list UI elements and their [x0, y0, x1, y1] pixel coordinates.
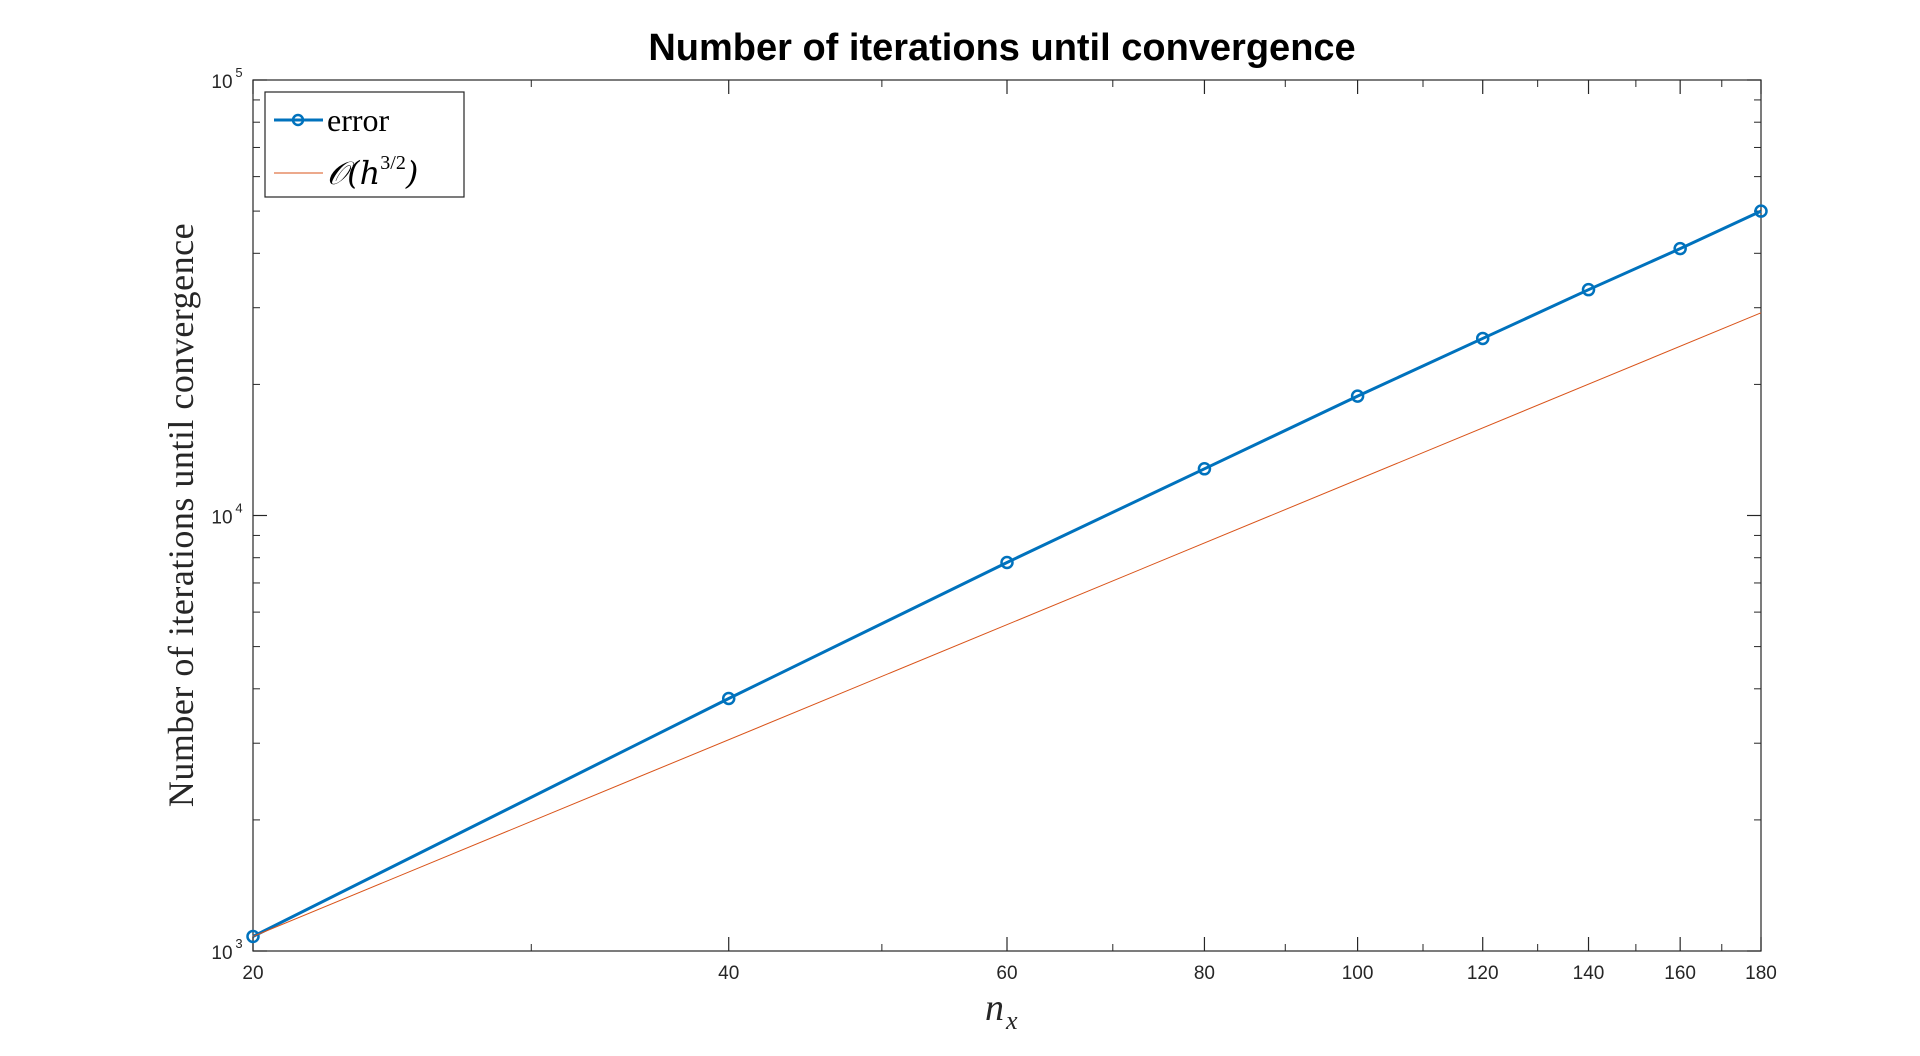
legend-label-order-suffix: ): [405, 154, 418, 192]
x-axis-label: n x: [985, 987, 1018, 1035]
x-tick-label: 20: [242, 963, 263, 984]
y-tick-exponent: 4: [235, 501, 242, 516]
series-line-order: [252, 312, 1762, 937]
x-axis-label-subscript: x: [1005, 1006, 1018, 1035]
x-tick-label: 120: [1467, 963, 1499, 984]
data-point-error: [1475, 331, 1490, 346]
x-axis-label-main: n: [985, 987, 1004, 1029]
y-tick-label: 10: [211, 72, 232, 93]
x-tick-label: 60: [996, 963, 1017, 984]
y-tick-exponent: 5: [235, 65, 242, 80]
x-tick-label: 140: [1573, 963, 1605, 984]
y-tick-exponent: 3: [235, 936, 242, 951]
plot-area: [252, 79, 1762, 952]
series-layer: [246, 204, 1768, 944]
data-point-error: [721, 691, 736, 706]
legend-label-error: error: [327, 102, 390, 138]
data-point-error: [1581, 282, 1596, 297]
x-tick-label: 80: [1194, 963, 1215, 984]
data-point-error: [1673, 241, 1687, 256]
chart-title: Number of iterations until convergence: [648, 27, 1355, 69]
y-tick-label: 10: [211, 508, 232, 529]
legend: error 𝒪(h3/2): [264, 91, 465, 198]
legend-label-order-superscript: 3/2: [380, 152, 406, 174]
data-point-error: [1197, 462, 1212, 476]
legend-box: [264, 91, 465, 198]
data-point-error: [1350, 389, 1365, 403]
y-axis-label: Number of iterations until convergence: [161, 223, 201, 807]
x-tick-label: 160: [1664, 963, 1696, 984]
x-tick-label: 180: [1745, 963, 1777, 984]
x-tick-label: 100: [1342, 963, 1374, 984]
legend-marker-error: [291, 113, 305, 127]
legend-label-order: 𝒪(h3/2): [327, 152, 418, 192]
y-tick-label: 10: [211, 943, 232, 964]
x-tick-label: 40: [718, 963, 739, 984]
legend-label-order-prefix: 𝒪(h: [327, 154, 380, 192]
data-point-error: [1000, 555, 1014, 570]
data-point-error: [1754, 204, 1768, 218]
series-line-error: [252, 209, 1762, 938]
axis-ticks: [252, 79, 1762, 952]
data-point-error: [246, 929, 260, 944]
